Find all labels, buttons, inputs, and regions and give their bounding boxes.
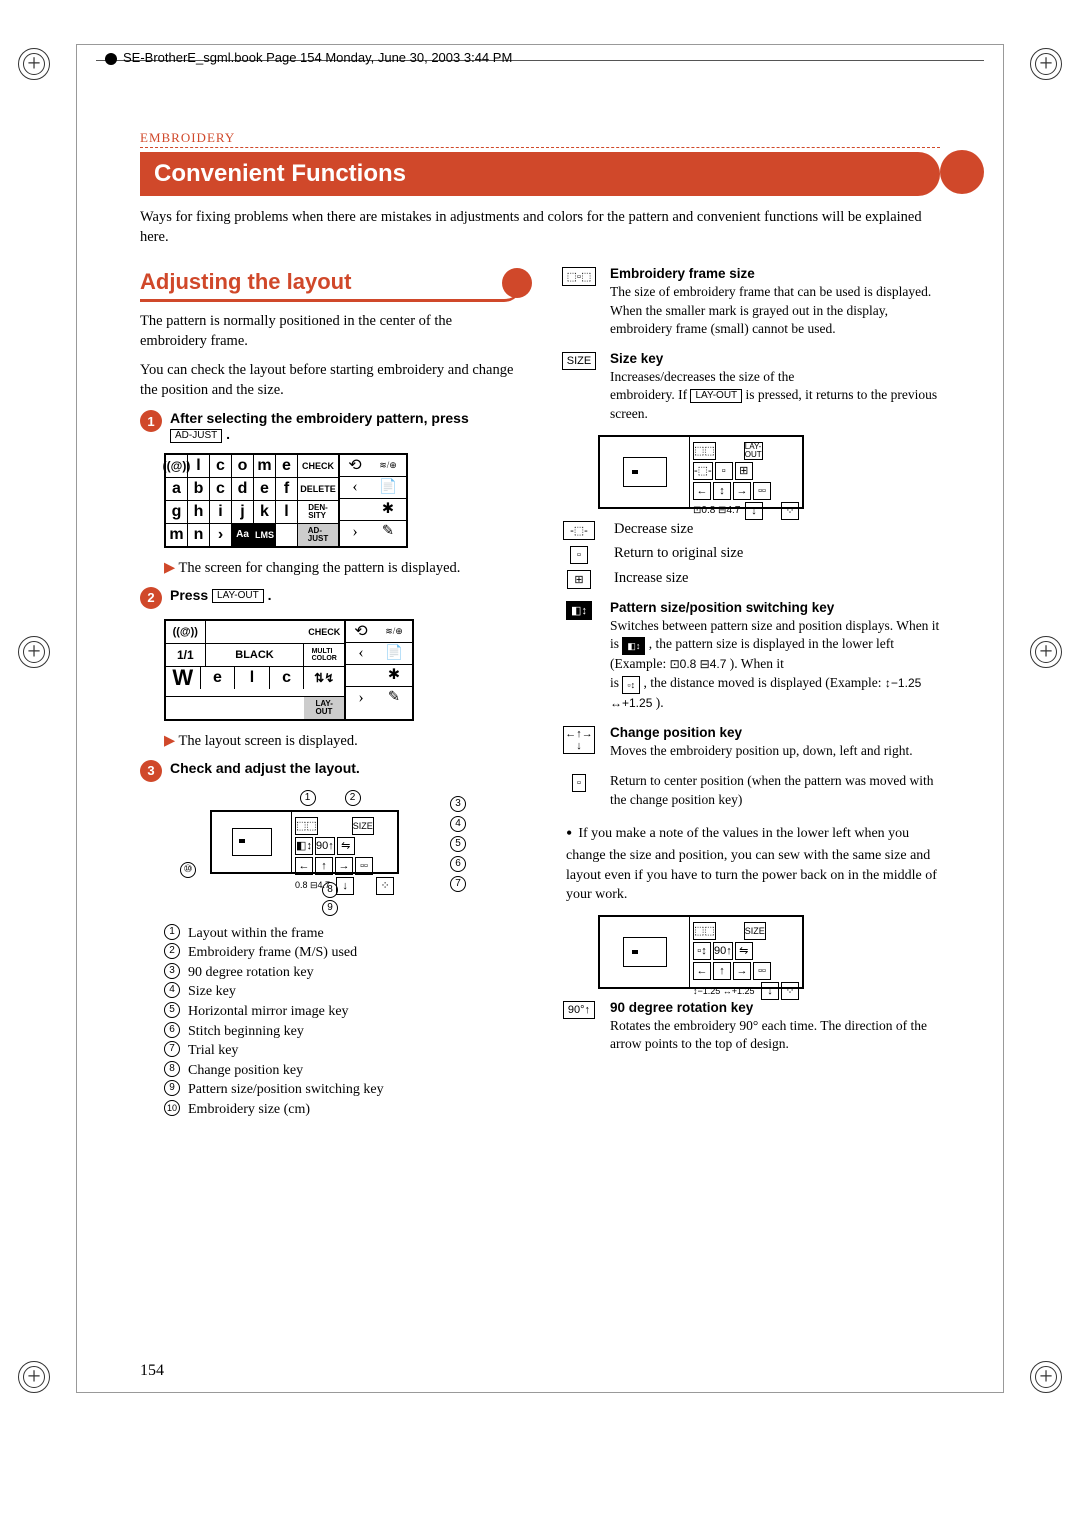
def-body-text: ). When it <box>730 656 784 671</box>
subheading: Adjusting the layout <box>140 265 522 302</box>
mini-def-increase: ⊞ Increase size <box>558 568 940 589</box>
registration-mark <box>1030 48 1062 80</box>
registration-mark <box>18 1361 50 1393</box>
body-text: You can check the layout before starting… <box>140 361 522 400</box>
step-text-part: . <box>268 587 272 603</box>
right-column: ⬚▫⬚ Embroidery frame size The size of em… <box>558 265 940 1119</box>
def-title: 90 degree rotation key <box>610 1000 753 1015</box>
definition-size-key: SIZE Size key Increases/decreases the si… <box>558 350 940 423</box>
legend-text: Pattern size/position switching key <box>188 1080 384 1100</box>
legend-text: Change position key <box>188 1061 303 1081</box>
mini-def-text: Return to original size <box>614 545 743 562</box>
step-1: 1 After selecting the embroidery pattern… <box>140 410 522 442</box>
step-number: 2 <box>140 587 162 609</box>
step-text: Press LAY-OUT . <box>170 587 272 603</box>
step-text-part: Press <box>170 587 212 603</box>
note-body: The layout screen is displayed. <box>179 733 358 749</box>
book-header: SE-BrotherE_sgml.book Page 154 Monday, J… <box>105 50 512 65</box>
switch-mode-a-icon: ◧↕ <box>622 637 645 655</box>
mini-def-original: ▫ Return to original size <box>558 544 940 564</box>
mini-def-text: Decrease size <box>614 521 693 538</box>
arrows-icon: ←↑→ ↓ <box>563 726 595 754</box>
page-title: Convenient Functions <box>140 152 940 196</box>
def-title: Pattern size/position switching key <box>610 600 834 615</box>
legend-text: Embroidery size (cm) <box>188 1100 310 1120</box>
legend-text: Embroidery frame (M/S) used <box>188 943 357 963</box>
legend-text: 90 degree rotation key <box>188 963 314 983</box>
step-text-part: After selecting the embroidery pattern, … <box>170 410 469 426</box>
registration-mark <box>18 636 50 668</box>
decrease-icon: -⬚- <box>563 521 595 540</box>
def-body-text: Switches between pattern size and <box>610 618 795 633</box>
triangle-icon: ▶ <box>164 733 175 749</box>
legend-list: 1Layout within the frame 2Embroidery fra… <box>164 924 522 1120</box>
legend-text: Stitch beginning key <box>188 1022 304 1042</box>
bullet-text: If you make a note of the values in the … <box>566 826 937 902</box>
def-title: Size key <box>610 351 663 366</box>
lcd-screen-2: ((@))CHECK 1/1BLACKMULTICOLOR Welc⇅↯ LAY… <box>164 619 414 721</box>
lcd-screen-1: ((@))lcomeCHECK abcdefDELETE ghijklDEN-S… <box>164 453 408 548</box>
position-control-panel: ⬚⬚SIZE ▫↕90↑⇋ ←↑→▫▫ ↕−1.25 ↔+1.25↓⁘ <box>598 915 940 989</box>
step-number: 3 <box>140 760 162 782</box>
note-text: ▶ The layout screen is displayed. <box>164 733 522 750</box>
page-content: EMBROIDERY Convenient Functions Ways for… <box>140 130 940 1120</box>
def-body-text: Increases/decreases the size of the <box>610 369 794 384</box>
def-body-text: Rotates the embroidery 90° each time. Th… <box>610 1018 927 1051</box>
def-body-text: Return to center position (when the patt… <box>610 773 934 806</box>
layout-key-icon: LAY-OUT <box>212 589 264 603</box>
legend-text: Horizontal mirror image key <box>188 1002 349 1022</box>
def-body-text: The size of embroidery frame that can be… <box>610 284 931 335</box>
size-key-icon: SIZE <box>562 352 596 370</box>
legend-text: Size key <box>188 982 236 1002</box>
definition-center: ▫ Return to center position (when the pa… <box>558 772 940 808</box>
book-header-text: SE-BrotherE_sgml.book Page 154 Monday, J… <box>123 50 512 65</box>
registration-mark <box>18 48 50 80</box>
step-2: 2 Press LAY-OUT . <box>140 587 522 609</box>
center-icon: ▫ <box>572 774 586 792</box>
def-title: Change position key <box>610 725 742 740</box>
original-size-icon: ▫ <box>570 546 588 564</box>
adjust-key-icon: AD-JUST <box>170 429 222 443</box>
def-body-text: Moves the embroidery position up, down, … <box>610 743 913 758</box>
body-text: The pattern is normally positioned in th… <box>140 312 522 351</box>
switch-key-icon: ◧↕ <box>566 601 592 620</box>
step-text-part: . <box>226 426 230 442</box>
registration-mark <box>1030 636 1062 668</box>
bullet-note: •If you make a note of the values in the… <box>566 821 940 905</box>
def-body-text: embroidery. If <box>610 387 690 402</box>
note-body: The screen for changing the pattern is d… <box>179 560 461 576</box>
legend-text: Layout within the frame <box>188 924 324 944</box>
layout-diagram: 1 2 ⬚⬚SIZE ◧↕90↑⇋ ←↑→▫▫ 0.8 ⊟4.7↓⁘ <box>200 788 460 916</box>
page-number: 154 <box>140 1362 164 1380</box>
registration-mark <box>1030 1361 1062 1393</box>
note-text: ▶ The screen for changing the pattern is… <box>164 560 522 577</box>
definition-rotation: 90°↑ 90 degree rotation key Rotates the … <box>558 999 940 1054</box>
def-body-text: ). <box>656 695 664 710</box>
legend-text: Trial key <box>188 1041 238 1061</box>
def-body-text: , the distance moved is displayed (Examp… <box>643 675 884 690</box>
rotation-key-icon: 90°↑ <box>563 1001 595 1019</box>
definition-change-position: ←↑→ ↓ Change position key Moves the embr… <box>558 724 940 760</box>
def-body-text: is <box>610 675 622 690</box>
step-number: 1 <box>140 410 162 432</box>
increase-icon: ⊞ <box>567 570 590 589</box>
frame-size-icon: ⬚▫⬚ <box>562 267 597 286</box>
mini-def-decrease: -⬚- Decrease size <box>558 519 940 540</box>
step-text: Check and adjust the layout. <box>170 760 360 776</box>
mini-def-text: Increase size <box>614 570 688 587</box>
definition-switch-key: ◧↕ Pattern size/position switching key S… <box>558 599 940 712</box>
definition-frame-size: ⬚▫⬚ Embroidery frame size The size of em… <box>558 265 940 338</box>
triangle-icon: ▶ <box>164 560 175 576</box>
def-title: Embroidery frame size <box>610 266 755 281</box>
section-label: EMBROIDERY <box>140 130 940 148</box>
layout-key-icon: LAY-OUT <box>690 389 742 403</box>
switch-mode-b-icon: ▫↕ <box>622 676 640 694</box>
size-control-panel: ⬚⬚LAY-OUT -⬚-▫⊞ ←↕→▫▫ ⊡0.8 ⊟4.7↓⁘ <box>598 435 940 509</box>
step-3: 3 Check and adjust the layout. <box>140 760 522 782</box>
step-text: After selecting the embroidery pattern, … <box>170 410 522 442</box>
left-column: Adjusting the layout The pattern is norm… <box>140 265 522 1119</box>
intro-text: Ways for fixing problems when there are … <box>140 208 940 247</box>
